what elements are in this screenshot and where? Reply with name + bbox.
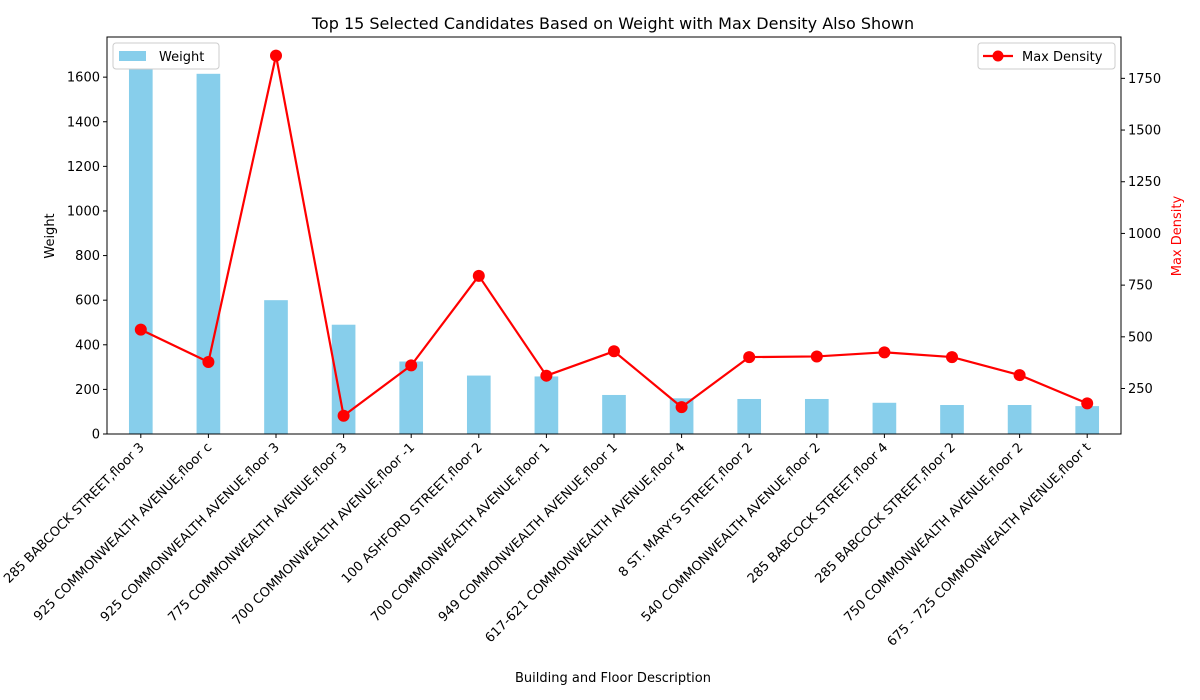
weight-bar	[534, 376, 559, 434]
plot-frame	[106, 36, 1122, 435]
max-density-point	[405, 359, 418, 372]
y-axis-title: Weight	[43, 213, 58, 258]
plot-area: 0 200 400 600 800 1000 1200 1400 1600 250 500 750 10…	[1, 36, 1161, 650]
weight-bar	[872, 402, 897, 434]
y-tick-label: 1200	[67, 160, 100, 175]
max-density-point	[675, 401, 688, 414]
weight-bar	[466, 375, 491, 434]
weight-bar	[940, 405, 964, 434]
max-density-legend-marker	[992, 50, 1004, 62]
max-density-point	[134, 323, 147, 336]
y-tick-label: 1000	[67, 204, 100, 219]
max-density-point	[608, 345, 620, 358]
weight-bar	[737, 398, 762, 434]
weight-bar	[128, 54, 153, 434]
y-tick-label: 800	[75, 249, 100, 264]
y2-axis-title: Max Density	[1170, 195, 1185, 276]
y2-tick-label: 250	[1128, 382, 1153, 397]
max-density-legend-box	[977, 42, 1116, 70]
y-tick-label: 1400	[67, 115, 100, 130]
weight-bar	[1007, 405, 1032, 434]
y-tick-label: 0	[92, 428, 100, 443]
y-tick-label: 200	[75, 383, 100, 398]
weight-bar	[1075, 406, 1100, 434]
weight-legend-label: Weight	[159, 50, 204, 65]
weight-bar	[399, 361, 424, 434]
x-tick-label: 285 BABCOCK STREET,floor 2	[812, 440, 958, 586]
weight-bar	[196, 73, 221, 434]
x-axis-title: Building and Floor Description	[515, 671, 711, 686]
weight-legend-swatch	[119, 51, 146, 61]
max-density-point	[540, 369, 553, 382]
y-tick-label: 400	[75, 338, 100, 353]
max-density-point	[337, 409, 350, 422]
y2-tick-label: 1000	[1128, 227, 1161, 242]
max-density-point	[946, 351, 958, 364]
y-tick-label: 1600	[67, 71, 100, 86]
weight-bar	[804, 398, 829, 434]
weight-bar	[264, 300, 288, 434]
weight-bar	[331, 324, 356, 434]
weight-legend-box	[112, 42, 220, 70]
weight-bar	[602, 394, 626, 434]
x-tick-label: 285 BABCOCK STREET,floor 4	[745, 440, 891, 586]
x-tick-label: 100 ASHFORD STREET,floor 2	[339, 440, 486, 587]
max-density-point	[202, 356, 215, 369]
max-density-point	[1013, 369, 1026, 382]
y2-tick-label: 500	[1128, 330, 1153, 345]
max-density-legend-label: Max Density	[1022, 50, 1103, 65]
max-density-point	[270, 49, 282, 62]
chart-title: Top 15 Selected Candidates Based on Weig…	[311, 14, 914, 33]
max-density-point	[743, 351, 756, 364]
y2-tick-label: 1500	[1128, 124, 1161, 139]
y-tick-label: 600	[75, 294, 100, 309]
max-density-point	[810, 350, 823, 363]
x-tick-label: 8 ST. MARY'S STREET,floor 2	[616, 440, 756, 580]
max-density-point	[1081, 397, 1094, 410]
max-density-point	[878, 346, 891, 359]
y2-tick-label: 1250	[1128, 175, 1161, 190]
x-tick-label: 285 BABCOCK STREET,floor 3	[1, 440, 147, 586]
y2-tick-label: 750	[1128, 279, 1153, 294]
max-density-point	[472, 269, 485, 282]
y2-tick-label: 1750	[1128, 72, 1161, 87]
